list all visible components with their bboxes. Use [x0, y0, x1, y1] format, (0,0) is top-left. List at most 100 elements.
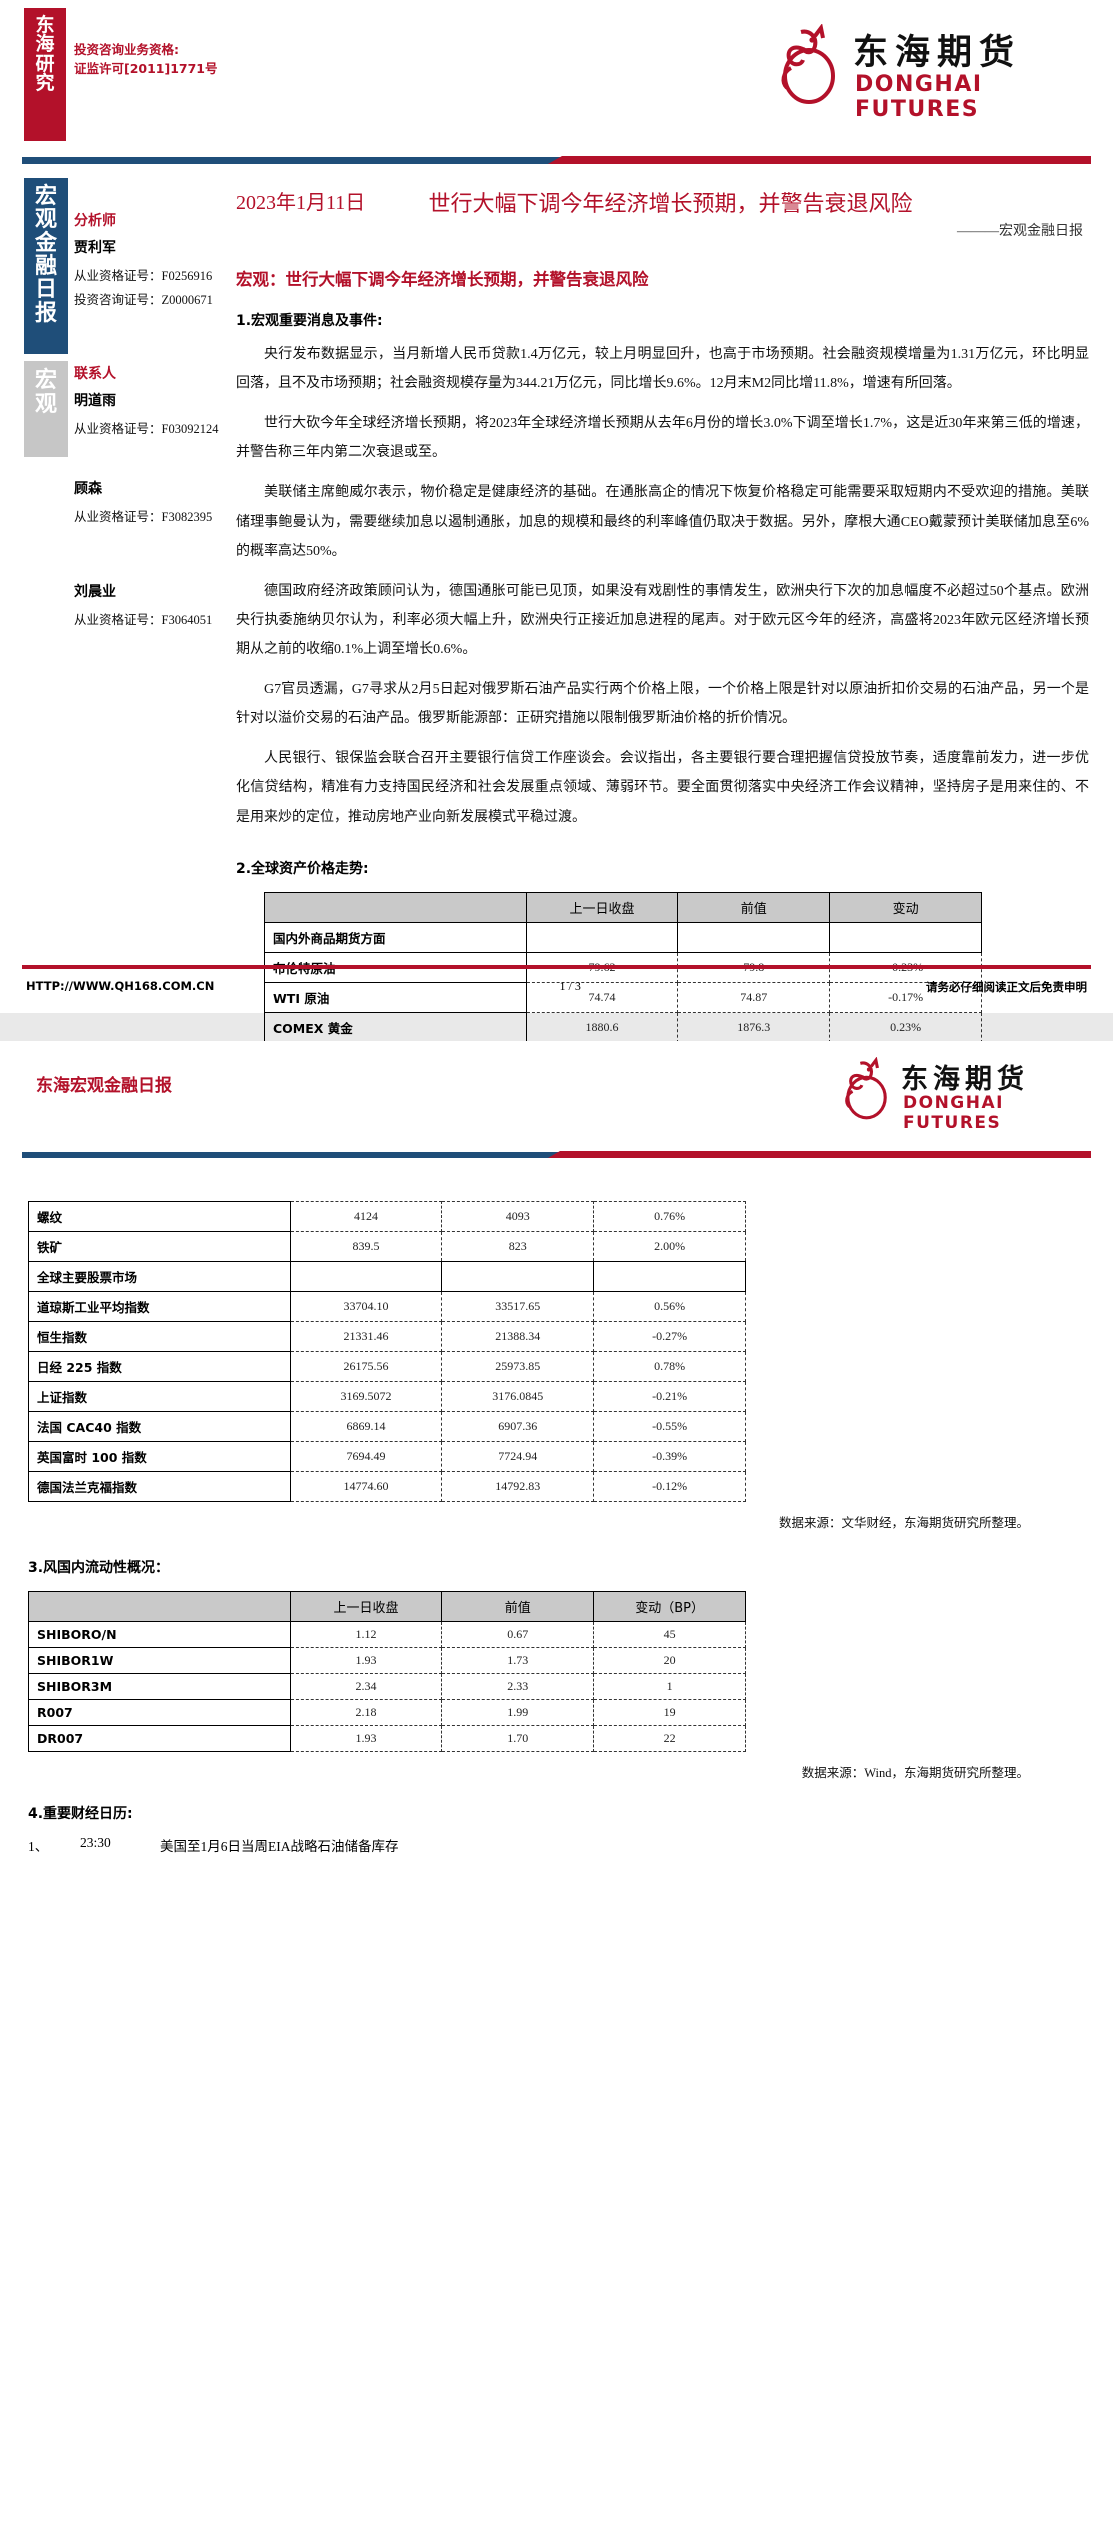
row-change: 20	[593, 1647, 746, 1674]
row-prev: 1.99	[441, 1699, 595, 1726]
row-prev: 6907.36	[441, 1411, 595, 1442]
row-close: 21331.46	[289, 1321, 443, 1352]
paragraph: 人民银行、银保监会联合召开主要银行信贷工作座谈会。会议指出，各主要银行要合理把握…	[236, 751, 1089, 825]
row-close: 1880.6	[525, 1011, 679, 1043]
table-row: 恒生指数 21331.46 21388.34 -0.27%	[28, 1321, 746, 1352]
group-label: 全球主要股票市场	[28, 1261, 291, 1292]
row-label: COMEX 黄金	[264, 1011, 527, 1043]
page-1: 东海研究 投资咨询业务资格: 证监许可[2011]1771号 东海期货 DONG…	[0, 0, 1113, 1163]
row-close: 1.93	[289, 1647, 443, 1674]
row-close: 33704.10	[289, 1291, 443, 1322]
row-label: 道琼斯工业平均指数	[28, 1291, 291, 1322]
blue-tab-ch-1: 宏	[34, 184, 57, 209]
footer-url[interactable]: HTTP://WWW.QH168.COM.CN	[26, 979, 215, 993]
qualification-line-2: 证监许可[2011]1771号	[74, 61, 218, 77]
row-change: 0.76%	[593, 1201, 746, 1232]
row-label: WTI 原油	[264, 981, 527, 1013]
row-prev: 14792.83	[441, 1471, 595, 1502]
table-row: SHIBOR3M 2.34 2.33 1	[28, 1673, 746, 1700]
row-close: 26175.56	[289, 1351, 443, 1382]
col-head-close: 上一日收盘	[525, 891, 679, 923]
page1-footer: HTTP://WWW.QH168.COM.CN 1 / 3 请务必仔细阅读正文后…	[0, 965, 1113, 995]
group-blank-3	[829, 921, 982, 953]
page1-header: 东海研究 投资咨询业务资格: 证监许可[2011]1771号 东海期货 DONG…	[0, 0, 1113, 152]
row-change: 2.00%	[593, 1231, 746, 1262]
analyst-role-label: 分析师	[74, 213, 116, 229]
page2-rule-red	[548, 1151, 1091, 1158]
contact-block-2: 顾森 从业资格证号：F3082395	[74, 478, 234, 529]
row-close: 1.93	[289, 1725, 443, 1752]
row-prev: 1876.3	[677, 1011, 831, 1043]
global-asset-price-table-continued: 螺纹 4124 4093 0.76% 铁矿 839.5 823 2.00% 全球…	[28, 1201, 746, 1502]
row-prev: 21388.34	[441, 1321, 595, 1352]
row-close: 2.34	[289, 1673, 443, 1700]
row-change: 0.23%	[829, 1011, 982, 1043]
contact-block-3: 刘晨业 从业资格证号：F3064051	[74, 581, 234, 632]
analyst-block: 分析师 贾利军 从业资格证号：F0256916 投资咨询证号：Z0000671	[74, 210, 234, 313]
table-row: 铁矿 839.5 823 2.00%	[28, 1231, 746, 1262]
row-prev: 25973.85	[441, 1351, 595, 1382]
analyst-cert-1: 从业资格证号：F0256916	[74, 269, 213, 283]
paragraph: 德国政府经济政策顾问认为，德国通胀可能已见顶，如果没有戏剧性的事情发生，欧洲央行…	[236, 583, 1089, 657]
subheading-liquidity: 3.风国内流动性概况：	[28, 1560, 170, 1576]
horse-logo-icon	[845, 1057, 887, 1120]
row-label: R007	[28, 1699, 291, 1726]
gray-category-tab: 宏观	[24, 361, 68, 457]
row-change: -0.39%	[593, 1441, 746, 1472]
logo-chinese-name: 东海期货	[853, 33, 1022, 73]
row-close: 2.18	[289, 1699, 443, 1726]
row-label: 英国富时 100 指数	[28, 1441, 291, 1472]
row-prev: 74.87	[677, 981, 831, 1013]
blue-tab-ch-4: 融	[34, 253, 57, 279]
row-prev: 3176.0845	[441, 1381, 595, 1412]
table-row: 上证指数 3169.5072 3176.0845 -0.21%	[28, 1381, 746, 1412]
gray-tab-ch-1: 宏	[34, 368, 57, 393]
row-label: SHIBOR1W	[28, 1647, 291, 1674]
table-row: SHIBOR1W 1.93 1.73 20	[28, 1647, 746, 1674]
col-head-blank	[28, 1591, 291, 1622]
row-close: 14774.60	[289, 1471, 443, 1502]
row-change: -0.17%	[829, 981, 982, 1013]
row-prev: 1.70	[441, 1725, 595, 1752]
blue-tab-ch-6: 报	[34, 300, 57, 326]
row-change: 0.78%	[593, 1351, 746, 1382]
page2-header: 东海宏观金融日报 东海期货 DONGHAI FUTURES	[0, 1041, 1113, 1149]
contact-cert-3: 从业资格证号：F3064051	[74, 613, 213, 627]
col-head-prev: 前值	[441, 1591, 595, 1622]
table-header-row: 上一日收盘 前值 变动	[264, 891, 982, 923]
company-logo: 东海期货 DONGHAI FUTURES	[837, 1055, 1087, 1133]
table-header-row: 上一日收盘 前值 变动（BP）	[28, 1591, 746, 1622]
table-row: SHIBORO/N 1.12 0.67 45	[28, 1621, 746, 1648]
analyst-cert-2: 投资咨询证号：Z0000671	[74, 293, 213, 308]
row-prev: 4093	[441, 1201, 595, 1232]
header-rule-blue	[22, 157, 562, 164]
qualification-line-1: 投资咨询业务资格:	[74, 42, 179, 57]
col-head-close: 上一日收盘	[289, 1591, 443, 1622]
page2-running-title: 东海宏观金融日报	[36, 1076, 172, 1096]
row-label: 铁矿	[28, 1231, 291, 1262]
section-heading: 宏观：世行大幅下调今年经济增长预期，并警告衰退风险	[236, 270, 649, 289]
paragraph: 美联储主席鲍威尔表示，物价稳定是健康经济的基础。在通胀高企的情况下恢复价格稳定可…	[236, 485, 1089, 559]
analyst-name: 贾利军	[74, 240, 116, 256]
row-change: -0.27%	[593, 1321, 746, 1352]
row-close: 4124	[289, 1201, 443, 1232]
subheading-news: 1.宏观重要消息及事件:	[236, 313, 383, 329]
contacts-block: 联系人 明道雨 从业资格证号：F03092124	[74, 363, 234, 441]
horse-logo-icon	[781, 24, 835, 104]
row-label: DR007	[28, 1725, 291, 1752]
logo-chinese-name: 东海期货	[901, 1064, 1029, 1095]
qualification-note: 投资咨询业务资格: 证监许可[2011]1771号	[74, 40, 218, 79]
row-change: 0.56%	[593, 1291, 746, 1322]
row-label: 恒生指数	[28, 1321, 291, 1352]
group-blank-2	[677, 921, 831, 953]
contact-name-3: 刘晨业	[74, 584, 116, 600]
report-body: 宏观：世行大幅下调今年经济增长预期，并警告衰退风险 1.宏观重要消息及事件: 央…	[236, 266, 1089, 1173]
page-2: 东海宏观金融日报 东海期货 DONGHAI FUTURES	[0, 1041, 1113, 2522]
table-row: 德国法兰克福指数 14774.60 14792.83 -0.12%	[28, 1471, 746, 1502]
row-label: 德国法兰克福指数	[28, 1471, 291, 1502]
table-row: 英国富时 100 指数 7694.49 7724.94 -0.39%	[28, 1441, 746, 1472]
calendar-row: 1、 23:30 美国至1月6日当周EIA战略石油储备库存	[28, 1835, 1113, 1855]
table-row: 道琼斯工业平均指数 33704.10 33517.65 0.56%	[28, 1291, 746, 1322]
col-head-change-bp: 变动（BP）	[593, 1591, 746, 1622]
paragraph: 央行发布数据显示，当月新增人民币贷款1.4万亿元，较上月明显回升，也高于市场预期…	[236, 347, 1089, 392]
